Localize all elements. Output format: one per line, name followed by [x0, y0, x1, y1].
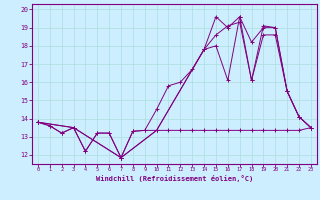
X-axis label: Windchill (Refroidissement éolien,°C): Windchill (Refroidissement éolien,°C): [96, 175, 253, 182]
